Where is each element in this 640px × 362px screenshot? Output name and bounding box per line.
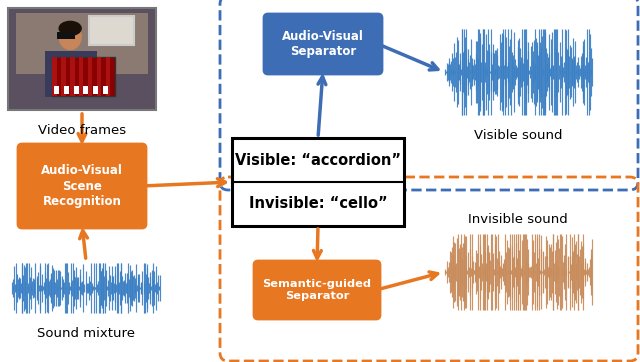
Text: Semantic-guided
Separator: Semantic-guided Separator bbox=[262, 279, 371, 301]
FancyBboxPatch shape bbox=[52, 57, 57, 96]
FancyBboxPatch shape bbox=[83, 85, 88, 94]
FancyBboxPatch shape bbox=[74, 85, 79, 94]
FancyBboxPatch shape bbox=[88, 57, 92, 96]
Text: Visible sound: Visible sound bbox=[474, 129, 563, 142]
Ellipse shape bbox=[59, 21, 81, 35]
Text: Audio-Visual
Scene
Recognition: Audio-Visual Scene Recognition bbox=[41, 164, 123, 209]
Text: Audio-Visual
Separator: Audio-Visual Separator bbox=[282, 29, 364, 59]
FancyBboxPatch shape bbox=[45, 51, 97, 97]
FancyBboxPatch shape bbox=[64, 85, 68, 94]
Text: Invisible sound: Invisible sound bbox=[468, 213, 568, 226]
FancyBboxPatch shape bbox=[79, 57, 83, 96]
FancyBboxPatch shape bbox=[18, 144, 146, 228]
FancyBboxPatch shape bbox=[90, 16, 134, 45]
FancyBboxPatch shape bbox=[103, 85, 108, 94]
FancyBboxPatch shape bbox=[54, 85, 59, 94]
FancyBboxPatch shape bbox=[8, 8, 156, 110]
FancyBboxPatch shape bbox=[93, 85, 99, 94]
FancyBboxPatch shape bbox=[254, 261, 380, 319]
Text: Invisible: “cello”: Invisible: “cello” bbox=[249, 195, 387, 211]
FancyBboxPatch shape bbox=[70, 57, 75, 96]
FancyBboxPatch shape bbox=[106, 57, 110, 96]
Text: Visible: “accordion”: Visible: “accordion” bbox=[235, 153, 401, 168]
FancyBboxPatch shape bbox=[16, 13, 148, 74]
FancyBboxPatch shape bbox=[264, 14, 382, 74]
Ellipse shape bbox=[59, 24, 81, 50]
Text: Video frames: Video frames bbox=[38, 124, 126, 137]
FancyBboxPatch shape bbox=[232, 138, 404, 226]
FancyBboxPatch shape bbox=[61, 57, 66, 96]
FancyBboxPatch shape bbox=[52, 57, 115, 96]
FancyBboxPatch shape bbox=[57, 33, 75, 39]
FancyBboxPatch shape bbox=[97, 57, 101, 96]
Text: Sound mixture: Sound mixture bbox=[37, 327, 135, 340]
